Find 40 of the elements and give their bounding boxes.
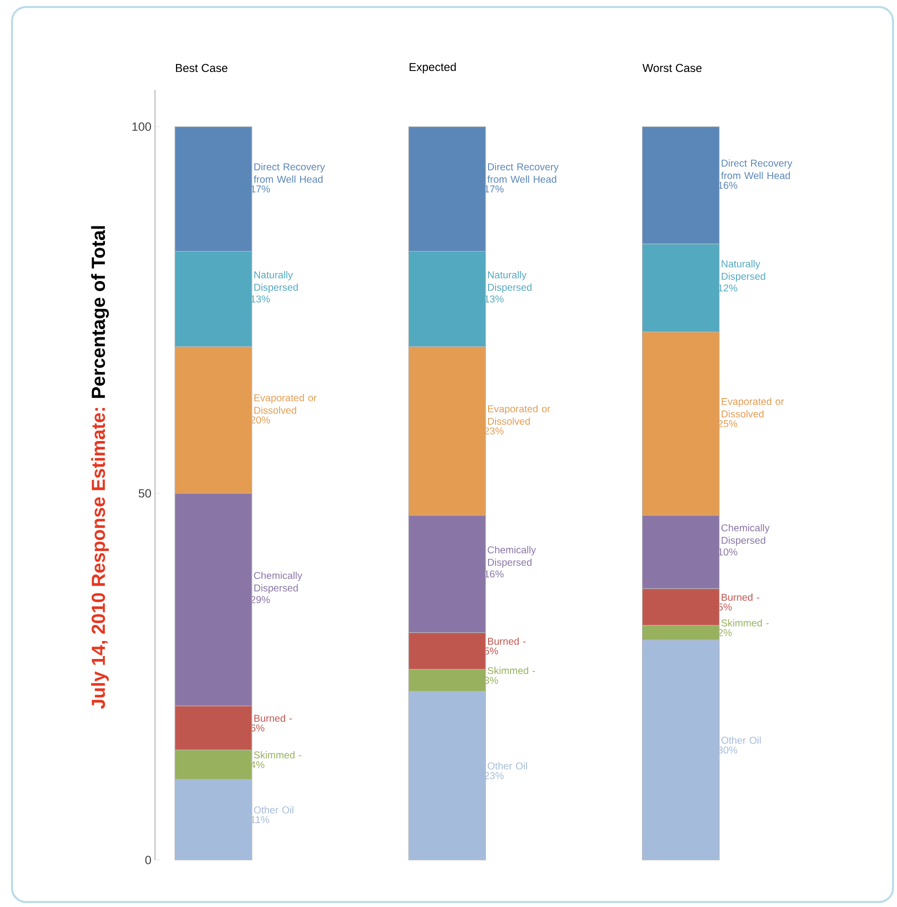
text: Chemically Dispersed [721,524,770,546]
text: Chemically Dispersed [488,546,536,568]
text: Other Oil [721,736,761,744]
data-label: 10% [718,548,738,556]
text: Evaporated or Dissolved [722,398,784,418]
text: Skimmed - [488,666,535,674]
x-tick-label: Best Case [176,64,228,72]
data-label: 13% [484,295,504,303]
series-label: Other Oil [254,806,294,814]
data-label: 17% [251,185,270,192]
series-label: Chemically Dispersed [254,572,302,594]
text: Burned - [722,593,760,601]
text: Evaporated or Dissolved [488,405,550,425]
series-label: Evaporated or Dissolved [254,394,317,414]
y-tick-label: 50 [138,489,152,498]
data-label: 17% [484,185,504,192]
text: Direct Recovery from Well Head [487,163,559,183]
text: Naturally Dispersed [722,260,766,282]
text: Other Oil [488,762,528,770]
x-tick-label: Expected [410,62,456,74]
x-tick-label: Worst Case [642,64,702,72]
text: Burned - [488,637,526,645]
data-label: 20% [250,416,270,424]
data-label: 4% [250,761,264,768]
data-label: 12% [718,284,738,292]
y-tick-label: 100 [132,122,152,131]
y-tick-label: 0 [145,856,152,864]
series-label: Skimmed - [254,751,302,758]
series-label: Direct Recovery from Well Head [254,163,325,183]
data-label: 16% [718,182,738,189]
series-label: Naturally Dispersed [254,271,298,293]
data-label: 13% [251,295,270,303]
text: Direct Recovery from Well Head [721,159,792,180]
data-label: 16% [484,570,504,578]
y-axis-title: Percentage of Total [91,226,109,398]
series-label: Burned - [254,714,292,722]
text: Skimmed - [721,619,769,626]
text: July 14, 2010 Response Estimate: [91,408,109,709]
data-label: 11% [251,816,270,824]
text: Naturally Dispersed [488,271,532,293]
